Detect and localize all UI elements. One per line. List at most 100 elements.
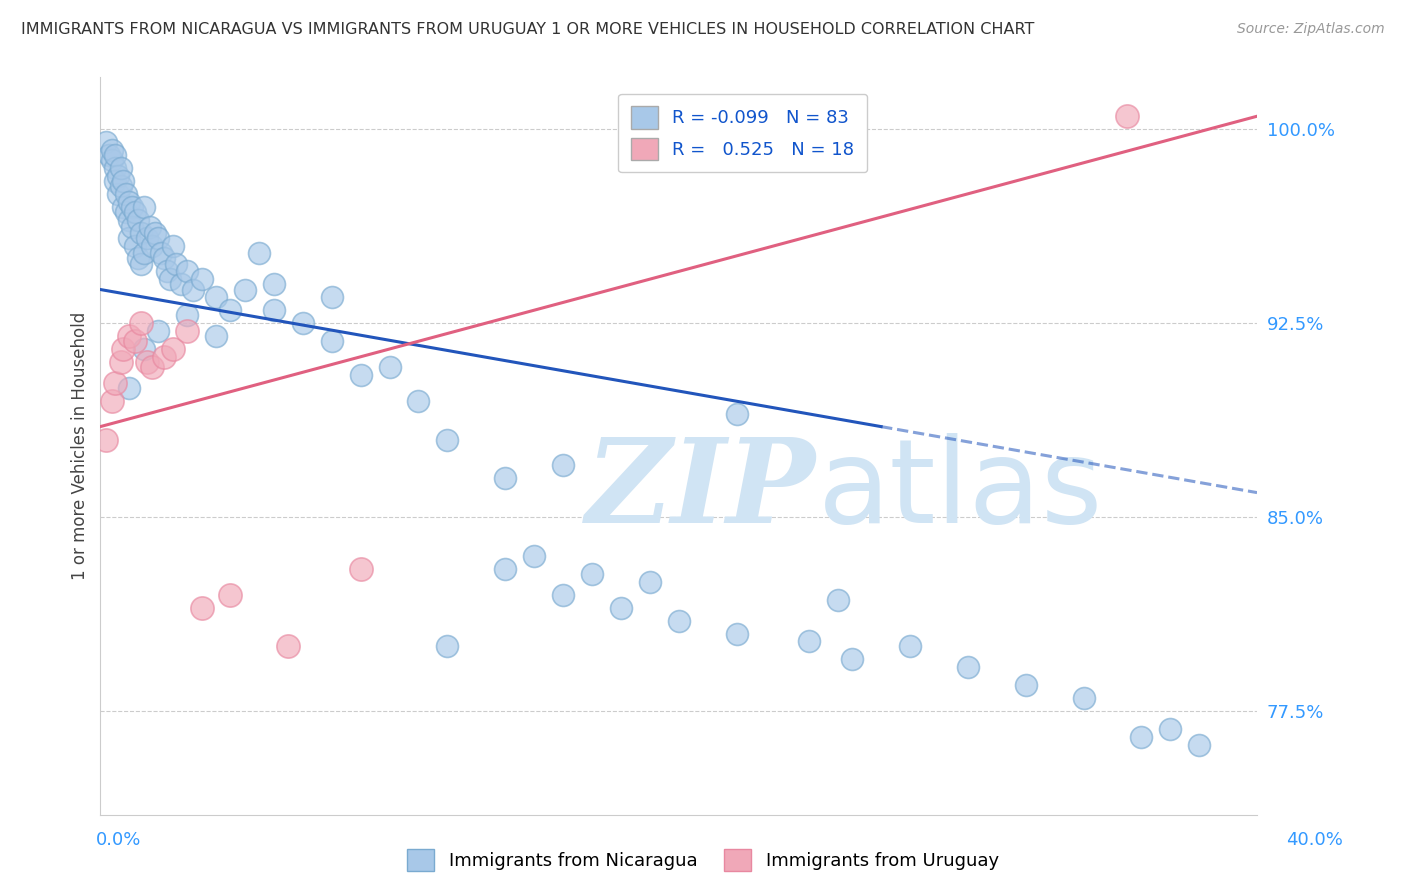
Point — [101, 143, 124, 157]
Point — [135, 231, 157, 245]
Legend: R = -0.099   N = 83, R =   0.525   N = 18: R = -0.099 N = 83, R = 0.525 N = 18 — [619, 94, 868, 172]
Point — [797, 634, 820, 648]
Point — [956, 660, 979, 674]
Point — [138, 220, 160, 235]
Point — [165, 257, 187, 271]
Point — [115, 205, 138, 219]
Point — [118, 231, 141, 245]
Point — [219, 303, 242, 318]
Point — [112, 174, 135, 188]
Point — [141, 238, 163, 252]
Point — [101, 393, 124, 408]
Point — [101, 153, 124, 168]
Point — [107, 169, 129, 183]
Point — [121, 200, 143, 214]
Point — [156, 264, 179, 278]
Point — [436, 433, 458, 447]
Point — [94, 135, 117, 149]
Point — [104, 148, 127, 162]
Point — [494, 471, 516, 485]
Point — [127, 252, 149, 266]
Point — [118, 194, 141, 209]
Point — [190, 600, 212, 615]
Point — [176, 309, 198, 323]
Point — [291, 316, 314, 330]
Point — [112, 342, 135, 356]
Text: IMMIGRANTS FROM NICARAGUA VS IMMIGRANTS FROM URUGUAY 1 OR MORE VEHICLES IN HOUSE: IMMIGRANTS FROM NICARAGUA VS IMMIGRANTS … — [21, 22, 1035, 37]
Point — [1073, 691, 1095, 706]
Point — [148, 231, 170, 245]
Point — [104, 376, 127, 390]
Point — [129, 316, 152, 330]
Point — [148, 324, 170, 338]
Point — [827, 593, 849, 607]
Point — [1015, 678, 1038, 692]
Point — [321, 334, 343, 349]
Point — [581, 567, 603, 582]
Point — [143, 226, 166, 240]
Point — [118, 381, 141, 395]
Point — [181, 283, 204, 297]
Point — [263, 303, 285, 318]
Point — [127, 212, 149, 227]
Point — [110, 355, 132, 369]
Point — [162, 342, 184, 356]
Point — [110, 179, 132, 194]
Point — [898, 640, 921, 654]
Point — [841, 652, 863, 666]
Point — [321, 290, 343, 304]
Point — [124, 238, 146, 252]
Point — [638, 574, 661, 589]
Point — [129, 257, 152, 271]
Point — [277, 640, 299, 654]
Text: 40.0%: 40.0% — [1286, 831, 1343, 849]
Point — [190, 272, 212, 286]
Point — [107, 186, 129, 201]
Point — [408, 393, 430, 408]
Point — [132, 246, 155, 260]
Point — [725, 626, 748, 640]
Point — [115, 186, 138, 201]
Point — [118, 212, 141, 227]
Text: Source: ZipAtlas.com: Source: ZipAtlas.com — [1237, 22, 1385, 37]
Point — [725, 407, 748, 421]
Text: 0.0%: 0.0% — [96, 831, 141, 849]
Point — [112, 200, 135, 214]
Point — [1116, 109, 1139, 123]
Point — [124, 205, 146, 219]
Point — [176, 264, 198, 278]
Point — [205, 329, 228, 343]
Point — [104, 174, 127, 188]
Point — [1130, 730, 1153, 744]
Point — [141, 360, 163, 375]
Point — [129, 226, 152, 240]
Point — [610, 600, 633, 615]
Point — [132, 342, 155, 356]
Point — [247, 246, 270, 260]
Point — [263, 277, 285, 292]
Point — [436, 640, 458, 654]
Point — [132, 200, 155, 214]
Point — [349, 562, 371, 576]
Point — [233, 283, 256, 297]
Point — [98, 148, 121, 162]
Point — [104, 161, 127, 175]
Point — [150, 246, 173, 260]
Point — [159, 272, 181, 286]
Point — [94, 433, 117, 447]
Point — [1159, 722, 1181, 736]
Text: ZIP: ZIP — [586, 433, 817, 548]
Point — [551, 458, 574, 473]
Point — [219, 588, 242, 602]
Point — [668, 614, 690, 628]
Point — [118, 329, 141, 343]
Point — [153, 350, 176, 364]
Point — [121, 220, 143, 235]
Point — [349, 368, 371, 382]
Point — [124, 334, 146, 349]
Point — [494, 562, 516, 576]
Point — [176, 324, 198, 338]
Point — [1188, 738, 1211, 752]
Point — [523, 549, 546, 563]
Point — [135, 355, 157, 369]
